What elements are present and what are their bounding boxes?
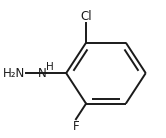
Text: Cl: Cl	[80, 10, 92, 23]
Text: H: H	[46, 62, 54, 71]
Text: H₂N: H₂N	[3, 67, 25, 80]
Text: N: N	[38, 67, 47, 80]
Text: F: F	[73, 120, 79, 133]
